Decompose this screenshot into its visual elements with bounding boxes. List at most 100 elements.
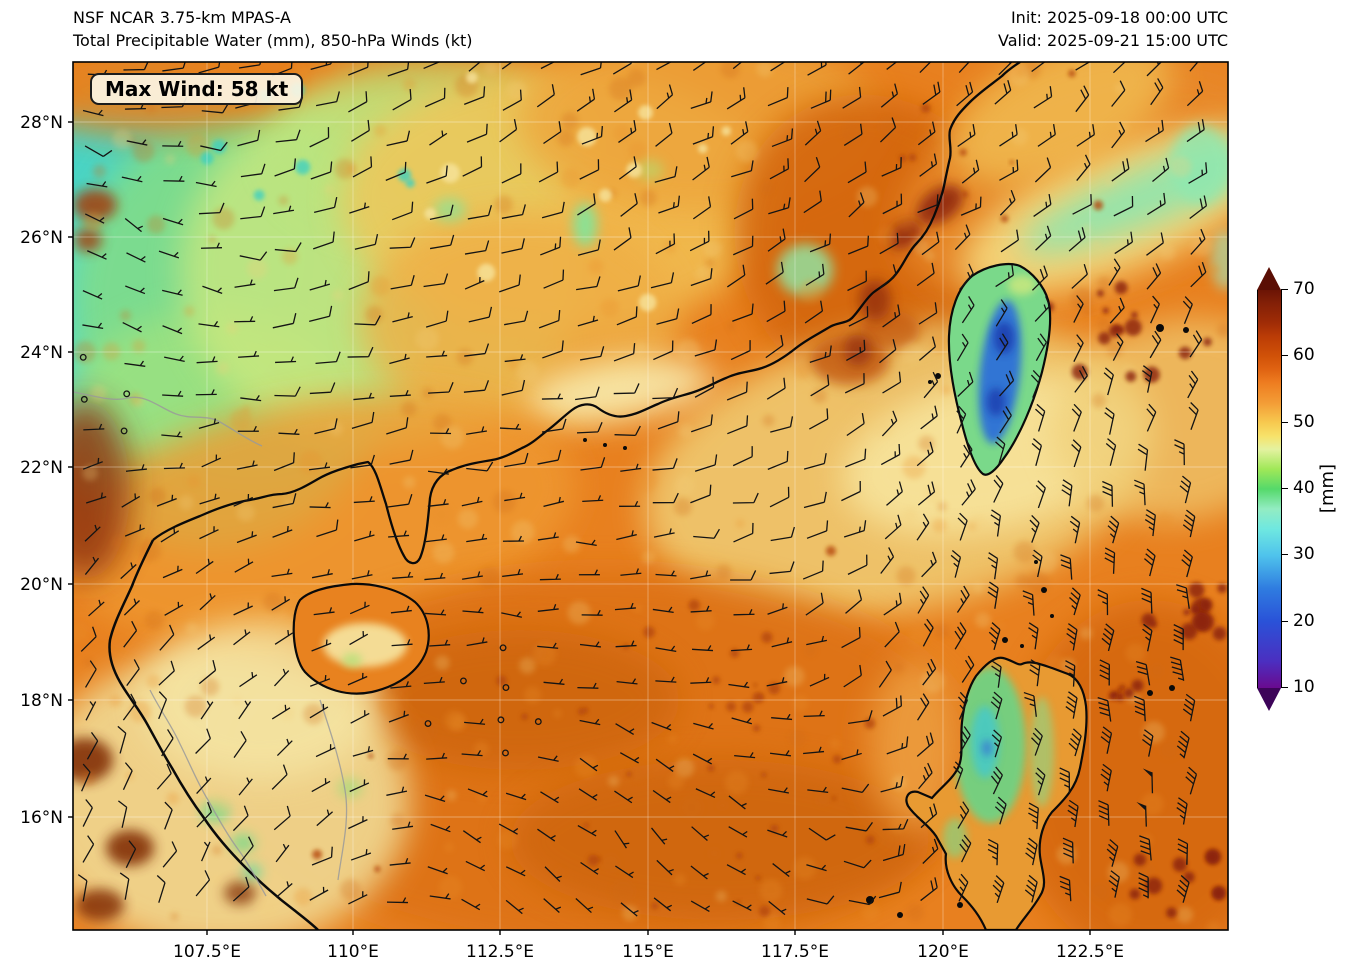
colorbar-tick-mark	[1281, 554, 1288, 556]
mottle-dot	[715, 890, 727, 902]
mottle-dot	[816, 792, 830, 807]
wind-barb	[882, 695, 903, 717]
speck-dot	[721, 126, 732, 136]
wind-barb	[1068, 227, 1086, 252]
wind-barb	[923, 371, 939, 399]
wind-barb	[388, 710, 409, 723]
mottle-dot	[449, 714, 467, 731]
speck-dot	[295, 159, 311, 175]
wind-barb	[84, 524, 101, 542]
small-island	[897, 912, 903, 918]
wind-barb	[1146, 192, 1166, 216]
mottle-dot	[109, 694, 122, 708]
wind-barb	[1071, 439, 1082, 468]
wind-barb	[504, 354, 526, 363]
wind-barb	[959, 834, 972, 863]
mottle-dot	[132, 140, 155, 163]
wind-barb	[803, 453, 827, 470]
wind-barb	[1108, 258, 1121, 286]
wind-barb	[276, 738, 293, 757]
wind-barb	[233, 731, 247, 759]
wind-barb	[537, 642, 559, 649]
wind-barb	[162, 841, 178, 868]
wind-barb	[694, 339, 718, 357]
wind-barb	[309, 279, 331, 291]
mottle-dot	[924, 250, 936, 262]
speck-dot	[1129, 888, 1141, 900]
speck-dot	[698, 143, 708, 154]
speck-dot	[1145, 877, 1163, 895]
mottle-dot	[1216, 323, 1228, 338]
wind-barb	[238, 62, 264, 69]
wind-barb	[576, 421, 603, 434]
wind-barb	[620, 463, 642, 472]
wind-barb	[845, 589, 863, 614]
wind-barb	[577, 315, 599, 327]
wind-barb	[916, 441, 934, 467]
mottle-dot	[497, 829, 518, 850]
mottle-dot	[230, 408, 252, 430]
mottle-dot	[1159, 740, 1178, 759]
wind-barb	[156, 763, 172, 790]
wind-barb	[999, 189, 1016, 216]
wind-barb	[85, 492, 107, 504]
wind-barb	[464, 240, 490, 255]
wind-barb	[498, 823, 519, 835]
mottle-dot	[298, 450, 323, 475]
mottle-dot	[921, 669, 945, 693]
wind-barb	[919, 62, 936, 74]
small-island	[603, 443, 607, 447]
wind-barb	[615, 865, 634, 879]
wind-barb	[1174, 439, 1185, 466]
wind-barb	[542, 340, 564, 359]
speck-dot	[625, 62, 633, 63]
wind-barb	[1104, 547, 1116, 574]
speck-dot	[643, 626, 655, 638]
wind-barb	[767, 450, 789, 471]
wind-barb	[1060, 554, 1073, 580]
mottle-dot	[735, 519, 745, 528]
small-island	[1169, 685, 1175, 691]
wind-barb	[502, 535, 524, 542]
speck-dot	[1212, 886, 1226, 900]
speck-dot	[1188, 582, 1205, 598]
wind-barb	[461, 571, 483, 580]
wind-barb	[501, 204, 526, 219]
mottle-dot	[186, 134, 210, 158]
wind-barb	[234, 279, 256, 288]
wind-barb	[880, 547, 895, 574]
wind-barb	[1103, 367, 1114, 396]
wind-barb	[1189, 195, 1208, 220]
wind-barb	[613, 343, 636, 362]
wind-barb	[726, 381, 748, 401]
wind-barb	[539, 573, 561, 581]
colorbar-over-arrow	[1257, 267, 1281, 290]
wind-barb	[619, 752, 640, 764]
wind-barb	[769, 561, 795, 575]
wind-barb	[1066, 623, 1078, 651]
mottle-dot	[432, 541, 455, 564]
wind-barb	[543, 496, 565, 508]
wind-barb	[385, 161, 407, 181]
speck-dot	[761, 631, 773, 644]
wind-barb	[1173, 624, 1184, 651]
wind-barb	[429, 893, 451, 900]
wind-barb	[695, 788, 716, 799]
mottle-dot	[906, 903, 925, 922]
wind-barb	[841, 627, 861, 649]
wind-barb	[922, 618, 934, 647]
wind-barb	[880, 443, 901, 466]
wind-barb	[879, 232, 899, 255]
wind-barb	[159, 624, 175, 651]
wind-barb	[278, 428, 300, 435]
wind-barb	[809, 345, 832, 363]
speck-dot	[424, 207, 436, 220]
wind-barb	[387, 62, 410, 77]
plot-frame	[72, 61, 1229, 931]
wind-barb	[1074, 365, 1088, 393]
wind-barb	[348, 891, 368, 905]
wind-barb	[652, 387, 679, 400]
mottle-dot	[444, 842, 455, 853]
wind-barb	[1073, 295, 1084, 323]
mottle-dot	[346, 164, 357, 175]
